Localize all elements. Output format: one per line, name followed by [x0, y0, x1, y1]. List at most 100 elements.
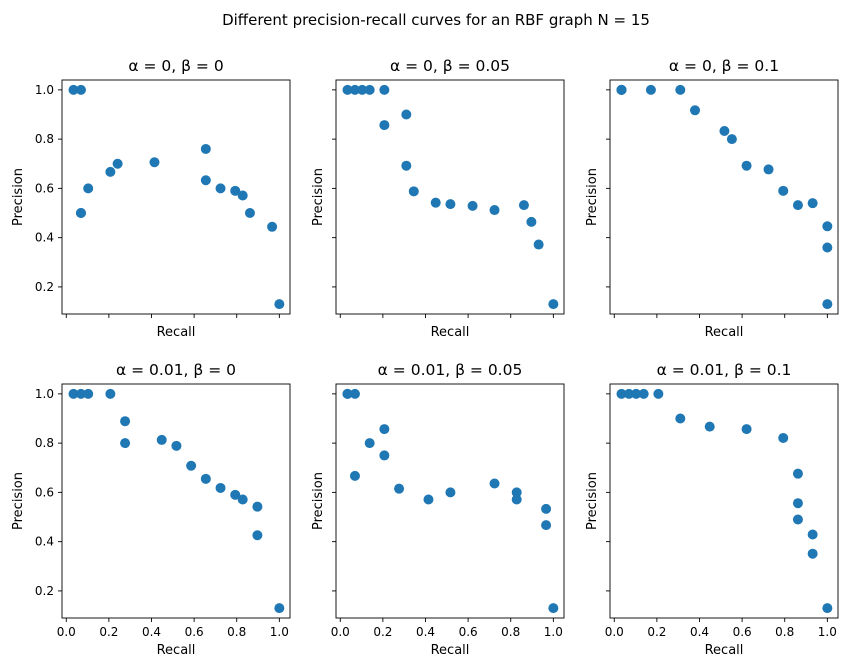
data-point: [511, 487, 522, 498]
data-point: [200, 143, 211, 154]
subplot-title: α = 0, β = 0.1: [669, 57, 779, 75]
data-point: [379, 120, 390, 131]
data-point: [822, 242, 833, 253]
data-point: [75, 388, 86, 399]
data-point: [430, 197, 441, 208]
data-point: [792, 498, 803, 509]
data-point: [75, 208, 86, 219]
x-axis-label: Recall: [705, 643, 744, 658]
data-point: [237, 494, 248, 505]
data-point: [616, 388, 627, 399]
x-tick-label: 0.8: [501, 625, 520, 639]
subplot-3: α = 0, β = 0.1 Recall Precision: [585, 57, 839, 340]
x-tick-label: 0.4: [690, 625, 709, 639]
x-tick-label: 0.4: [142, 625, 161, 639]
data-point: [379, 450, 390, 461]
axes-frame: [609, 383, 839, 619]
data-point: [638, 388, 649, 399]
y-tick-label: 0.6: [35, 181, 54, 195]
x-axis-label: Recall: [431, 325, 470, 340]
x-tick-label: 0.4: [416, 625, 435, 639]
data-point: [230, 185, 241, 196]
subplot-title: α = 0.01, β = 0.05: [378, 361, 523, 379]
data-point: [75, 84, 86, 95]
data-point: [364, 438, 375, 449]
y-axis-label: Precision: [11, 472, 26, 530]
data-point: [349, 470, 360, 481]
data-point: [645, 84, 656, 95]
y-tick-label: 1.0: [35, 83, 54, 97]
data-point: [690, 105, 701, 116]
x-tick-label: 0.0: [331, 625, 350, 639]
data-point: [548, 299, 559, 310]
y-tick-label: 0.4: [35, 231, 54, 245]
data-point: [83, 388, 94, 399]
subplot-title: α = 0.01, β = 0: [116, 361, 236, 379]
data-point: [719, 125, 730, 136]
data-point: [394, 483, 405, 494]
subplot-title: α = 0, β = 0.05: [390, 57, 510, 75]
data-point: [252, 530, 263, 541]
data-point: [364, 84, 375, 95]
data-point: [342, 84, 353, 95]
data-point: [357, 84, 368, 95]
data-point: [526, 216, 537, 227]
data-point: [631, 388, 642, 399]
data-point: [653, 388, 664, 399]
data-point: [105, 166, 116, 177]
data-point: [68, 84, 79, 95]
y-axis-label: Precision: [311, 472, 326, 530]
x-tick-label: 1.0: [818, 625, 837, 639]
data-point: [741, 160, 752, 171]
data-point: [120, 438, 131, 449]
figure-suptitle: Different precision-recall curves for an…: [222, 11, 650, 29]
x-tick-label: 0.0: [57, 625, 76, 639]
data-point: [741, 424, 752, 435]
data-point: [215, 183, 226, 194]
x-tick-label: 0.6: [185, 625, 204, 639]
data-point: [726, 134, 737, 145]
y-tick-label: 0.8: [35, 436, 54, 450]
data-point: [778, 185, 789, 196]
data-point: [186, 460, 197, 471]
data-point: [379, 84, 390, 95]
x-tick-label: 0.8: [227, 625, 246, 639]
data-point: [807, 198, 818, 209]
y-tick-label: 0.4: [35, 535, 54, 549]
x-axis-label: Recall: [157, 643, 196, 658]
x-tick-label: 0.0: [605, 625, 624, 639]
axes-frame: [61, 79, 291, 315]
x-axis-label: Recall: [431, 643, 470, 658]
data-point: [342, 388, 353, 399]
x-tick-label: 0.6: [733, 625, 752, 639]
data-point: [267, 221, 278, 232]
data-point: [349, 388, 360, 399]
y-tick-label: 0.2: [35, 280, 54, 294]
data-point: [401, 160, 412, 171]
data-point: [792, 468, 803, 479]
data-point: [822, 299, 833, 310]
data-point: [112, 158, 123, 169]
data-point: [807, 548, 818, 559]
data-point: [274, 603, 285, 614]
data-point: [467, 200, 478, 211]
data-point: [200, 175, 211, 186]
data-point: [518, 200, 529, 211]
x-axis-label: Recall: [157, 325, 196, 340]
data-point: [379, 424, 390, 435]
x-axis-label: Recall: [705, 325, 744, 340]
data-point: [675, 413, 686, 424]
x-tick-label: 1.0: [270, 625, 289, 639]
subplots: α = 0, β = 0 0.2 0.4 0.6 0.8 1.0 Recall Precisi…: [11, 57, 839, 658]
axes-frame: [335, 79, 565, 315]
data-point: [149, 157, 160, 168]
y-axis-label: Precision: [585, 168, 600, 226]
subplot-5: α = 0.01, β = 0.05 0.0 0.2 0.4 0.6 0.8 1.0 Reca…: [311, 361, 565, 658]
y-tick-label: 1.0: [35, 387, 54, 401]
y-axis-label: Precision: [585, 472, 600, 530]
x-tick-label: 0.8: [775, 625, 794, 639]
data-point: [252, 501, 263, 512]
data-point: [408, 186, 419, 197]
data-point: [792, 200, 803, 211]
